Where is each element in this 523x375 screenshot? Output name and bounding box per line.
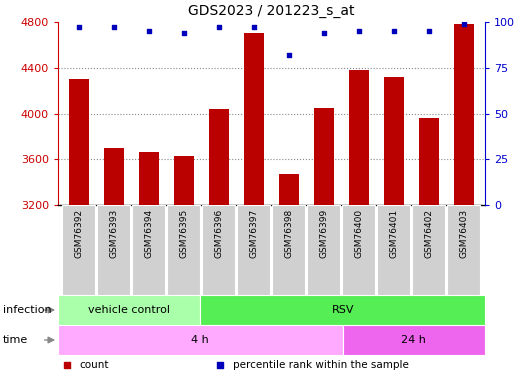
Bar [307,205,340,295]
Point [355,28,363,34]
Bar [447,205,481,295]
Text: RSV: RSV [332,305,354,315]
Bar [97,205,130,295]
Bar [342,205,376,295]
Bar [314,108,334,205]
Bar [209,109,229,205]
Point [460,21,468,27]
Point [320,30,328,36]
Text: GSM76399: GSM76399 [320,209,328,258]
Text: GSM76392: GSM76392 [74,209,84,258]
Text: time: time [3,335,28,345]
Text: count: count [79,360,109,370]
Bar [167,205,200,295]
Bar [454,24,474,205]
Bar [412,205,446,295]
Point [110,24,118,30]
Text: GSM76403: GSM76403 [460,209,469,258]
Text: infection: infection [3,305,51,315]
Text: GSM76402: GSM76402 [425,209,434,258]
Bar [349,70,369,205]
Bar [237,205,270,295]
Bar [70,79,88,205]
Title: GDS2023 / 201223_s_at: GDS2023 / 201223_s_at [188,4,355,18]
Bar [272,205,305,295]
Text: GSM76397: GSM76397 [249,209,258,258]
Text: GSM76396: GSM76396 [214,209,223,258]
Text: GSM76398: GSM76398 [285,209,293,258]
Point [390,28,398,34]
Text: GSM76395: GSM76395 [179,209,188,258]
Bar [200,295,485,325]
Text: 24 h: 24 h [401,335,426,345]
Bar [377,205,411,295]
Text: percentile rank within the sample: percentile rank within the sample [233,360,409,370]
Bar [105,148,123,205]
Bar [384,77,404,205]
Bar [244,33,264,205]
Bar [174,156,194,205]
Bar [279,174,299,205]
Text: vehicle control: vehicle control [88,305,170,315]
Bar [343,325,485,355]
Point [75,24,83,30]
Bar [62,205,96,295]
Bar [58,295,200,325]
Point [250,24,258,30]
Point [180,30,188,36]
Point [145,28,153,34]
Bar [58,325,343,355]
Bar [139,152,158,205]
Bar [132,205,165,295]
Point [215,24,223,30]
Point [425,28,433,34]
Point [345,271,354,277]
Text: GSM76393: GSM76393 [109,209,119,258]
Point [285,52,293,58]
Text: GSM76394: GSM76394 [144,209,153,258]
Text: GSM76401: GSM76401 [390,209,399,258]
Text: GSM76400: GSM76400 [355,209,363,258]
Text: 4 h: 4 h [191,335,209,345]
Bar [419,118,439,205]
Bar [202,205,235,295]
